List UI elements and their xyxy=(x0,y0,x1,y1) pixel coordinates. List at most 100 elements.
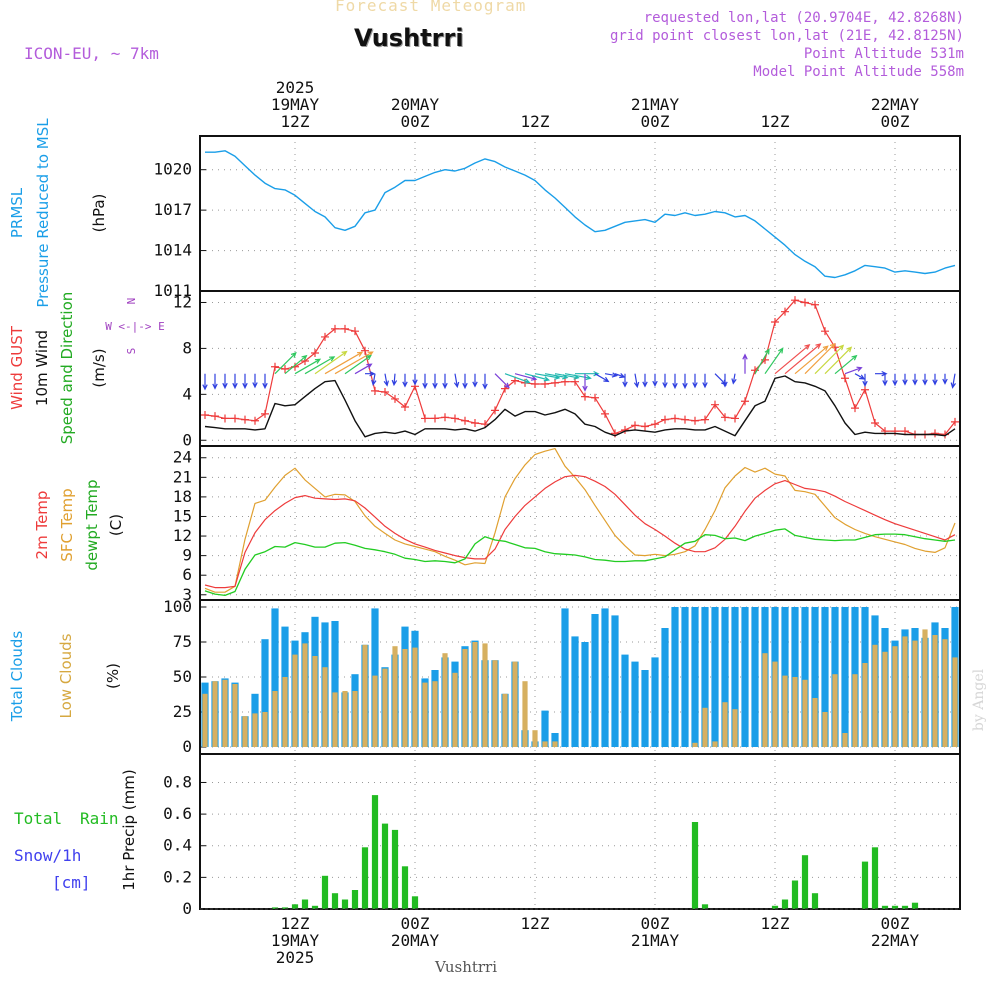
y-tick-label: 1017 xyxy=(153,200,192,219)
total-cloud-bar xyxy=(721,607,729,747)
wind-direction-arrow xyxy=(212,373,218,390)
rain-bar xyxy=(791,880,799,909)
rain-bar xyxy=(391,829,399,909)
y-tick-label: 75 xyxy=(173,632,192,651)
gust-point xyxy=(431,414,439,423)
gust-point xyxy=(371,386,379,395)
y-tick-label: 6 xyxy=(182,565,192,584)
low-cloud-bar xyxy=(912,640,918,747)
gust-point xyxy=(591,393,599,402)
gust-point xyxy=(671,414,679,423)
gust-point xyxy=(681,415,689,424)
requested-coordinates: requested lon,lat (20.9704E, 42.8268N) xyxy=(643,10,964,26)
y-tick-label: 8 xyxy=(182,338,192,357)
low-cloud-bar xyxy=(202,693,208,747)
low-cloud-bar xyxy=(952,657,958,747)
time-label-top: 12Z xyxy=(761,112,790,131)
total-cloud-bar xyxy=(751,607,759,747)
wind-direction-arrow xyxy=(804,343,836,375)
axis-label-pressure: PRMSL xyxy=(8,187,26,238)
y-tick-label: 12 xyxy=(173,292,192,311)
wind-direction-arrow xyxy=(875,370,888,377)
wind-direction-arrow xyxy=(412,373,418,386)
total-cloud-bar xyxy=(621,654,629,747)
wind-direction-arrow xyxy=(594,373,610,383)
low-cloud-bar xyxy=(322,667,328,747)
wind-direction-arrow xyxy=(365,370,376,377)
wind-direction-arrow xyxy=(383,373,389,387)
axis-label-wind: (m/s) xyxy=(90,348,108,387)
wind-direction-arrow xyxy=(754,348,770,374)
wind-direction-arrow xyxy=(942,373,948,385)
dewpoint-line xyxy=(204,528,956,597)
wind-direction-arrow xyxy=(834,354,858,375)
time-label-bottom: 2025 xyxy=(276,948,315,967)
wind-direction-arrow xyxy=(882,373,888,387)
wind-direction-arrow xyxy=(242,373,248,390)
low-cloud-bar xyxy=(222,679,228,747)
gust-point xyxy=(871,419,879,428)
total-cloud-bar xyxy=(711,607,719,747)
low-cloud-bar xyxy=(402,649,408,747)
gust-point xyxy=(651,420,659,429)
total-cloud-bar xyxy=(581,642,589,747)
wind-direction-arrow xyxy=(482,373,488,390)
y-tick-label: 1014 xyxy=(153,241,192,260)
low-cloud-bar xyxy=(862,663,868,747)
gust-point xyxy=(291,362,299,371)
total-cloud-bar xyxy=(651,657,659,747)
low-cloud-bar xyxy=(782,675,788,747)
low-cloud-bar xyxy=(732,709,738,747)
wind-direction-arrow xyxy=(514,373,538,381)
gust-point xyxy=(551,378,559,387)
low-cloud-bar xyxy=(792,677,798,747)
wind-direction-arrow xyxy=(682,373,688,390)
rain-bar xyxy=(811,893,819,909)
low-cloud-bar xyxy=(382,668,388,747)
wind-direction-arrow xyxy=(742,353,748,374)
gust-point xyxy=(821,327,829,336)
total-cloud-bar xyxy=(601,608,609,747)
panel-frame xyxy=(199,445,961,601)
total-cloud-bar xyxy=(801,607,809,747)
axis-label-clouds: (%) xyxy=(104,663,122,689)
axis-label-temperature: SFC Temp xyxy=(58,488,76,561)
rain-bar xyxy=(861,861,869,909)
precip-legend-label: [cm] xyxy=(52,873,91,892)
low-cloud-bar xyxy=(452,672,458,747)
axis-label-pressure: Pressure Reduced to MSL xyxy=(34,118,52,308)
rain-bar xyxy=(911,902,919,909)
y-tick-label: 0 xyxy=(182,737,192,756)
gust-point xyxy=(221,414,229,423)
wind-direction-arrow xyxy=(922,373,928,386)
total-cloud-bar xyxy=(691,607,699,747)
panel-precipitation xyxy=(200,754,960,910)
wind-direction-arrow xyxy=(692,373,698,389)
total-cloud-bar xyxy=(561,608,569,747)
total-cloud-bar xyxy=(681,607,689,747)
low-cloud-bar xyxy=(692,742,698,747)
rain-bar xyxy=(281,907,289,909)
gust-point xyxy=(531,380,539,388)
low-cloud-bar xyxy=(722,702,728,747)
y-tick-label: 25 xyxy=(173,702,192,721)
time-label-bottom: 12Z xyxy=(521,914,550,933)
low-cloud-bar xyxy=(292,654,298,747)
low-cloud-bar xyxy=(702,707,708,747)
panel-frame xyxy=(199,135,961,292)
low-cloud-bar xyxy=(302,643,308,747)
time-label-top: 21MAY xyxy=(631,95,680,114)
low-cloud-bar xyxy=(462,649,468,747)
time-label-bottom: 12Z xyxy=(281,914,310,933)
model-point-altitude: Model Point Altitude 558m xyxy=(753,64,964,80)
wind-direction-arrow xyxy=(324,351,364,375)
low-cloud-bar xyxy=(832,674,838,747)
total-cloud-bar xyxy=(671,607,679,747)
time-label-top: 19MAY xyxy=(271,95,320,114)
low-cloud-bar xyxy=(942,639,948,747)
panel-temperature xyxy=(200,446,960,600)
low-cloud-bar xyxy=(492,660,498,747)
gust-point xyxy=(661,415,669,424)
wind-direction-arrow xyxy=(950,373,956,389)
low-cloud-bar xyxy=(932,635,938,747)
